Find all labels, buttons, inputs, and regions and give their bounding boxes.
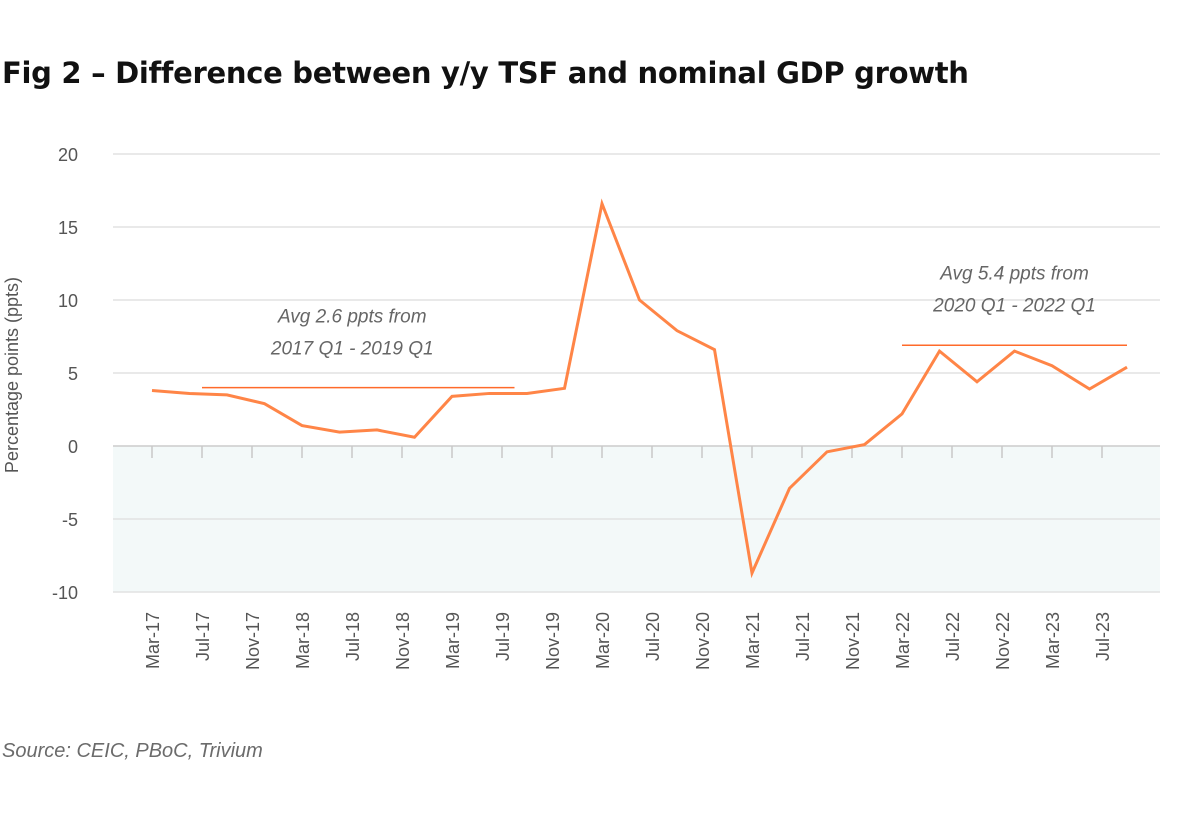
y-tick-label: -5 — [62, 510, 78, 530]
x-tick-label: Mar-18 — [293, 612, 313, 669]
x-tick-label: Mar-21 — [743, 612, 763, 669]
y-tick-label: 15 — [58, 218, 78, 238]
annotation-text: Avg 5.4 ppts from — [939, 263, 1089, 284]
x-tick-label: Mar-23 — [1043, 612, 1063, 669]
x-tick-label: Nov-17 — [243, 612, 263, 670]
x-tick-label: Jul-17 — [193, 612, 213, 661]
x-tick-label: Jul-18 — [343, 612, 363, 661]
x-tick-label: Nov-19 — [543, 612, 563, 670]
source-note: Source: CEIC, PBoC, Trivium — [2, 740, 263, 762]
annotation-text: 2020 Q1 - 2022 Q1 — [932, 295, 1096, 316]
y-tick-label: 5 — [68, 364, 78, 384]
x-tick-label: Nov-22 — [993, 612, 1013, 670]
chart-title: Fig 2 – Difference between y/y TSF and n… — [2, 56, 969, 90]
y-tick-label: 10 — [58, 291, 78, 311]
x-tick-label: Jul-21 — [793, 612, 813, 661]
x-tick-label: Nov-20 — [693, 612, 713, 670]
x-tick-label: Jul-22 — [943, 612, 963, 661]
x-tick-label: Mar-20 — [593, 612, 613, 669]
y-tick-label: 0 — [68, 437, 78, 457]
annotation-text: 2017 Q1 - 2019 Q1 — [270, 339, 434, 360]
y-axis-title: Percentage points (ppts) — [2, 277, 22, 473]
x-tick-label: Jul-19 — [493, 612, 513, 661]
x-tick-label: Nov-18 — [393, 612, 413, 670]
y-tick-label: -10 — [52, 583, 78, 603]
x-tick-label: Mar-19 — [443, 612, 463, 669]
y-tick-label: 20 — [58, 145, 78, 165]
x-tick-label: Jul-20 — [643, 612, 663, 661]
annotation-text: Avg 2.6 ppts from — [277, 307, 427, 328]
x-tick-label: Mar-17 — [143, 612, 163, 669]
x-tick-label: Nov-21 — [843, 612, 863, 670]
x-tick-label: Jul-23 — [1093, 612, 1113, 661]
x-tick-label: Mar-22 — [893, 612, 913, 669]
